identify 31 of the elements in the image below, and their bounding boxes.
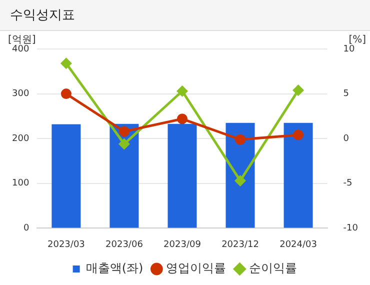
point <box>118 138 130 150</box>
y-tick-label: 0 <box>23 224 30 234</box>
legend-label: 영업이익률 <box>166 261 226 276</box>
point <box>176 86 188 96</box>
y-axis-title: [억원] <box>8 34 36 46</box>
y-tick-label: 200 <box>12 134 30 144</box>
x-tick-label: 2023/09 <box>164 240 202 250</box>
y2-axis-title: [%] <box>348 34 366 46</box>
y2-tick-label: 0 <box>343 134 350 144</box>
y2-tick-label: -10 <box>343 224 358 234</box>
point <box>235 134 246 145</box>
chart-title: 수익성지표 <box>0 0 370 31</box>
point <box>176 114 188 124</box>
point <box>118 126 130 137</box>
legend-label: 매출액(좌) <box>86 261 144 276</box>
point <box>293 130 304 140</box>
point <box>293 84 304 96</box>
point <box>235 175 246 186</box>
y-tick-label: 100 <box>12 178 30 189</box>
x-tick-label: 2023/03 <box>47 240 85 250</box>
y2-tick-label: 5 <box>343 89 350 100</box>
x-tick-label: 2024/03 <box>280 240 317 250</box>
point <box>60 88 72 100</box>
x-tick-label: 2023/06 <box>106 240 144 250</box>
y2-tick-label: -5 <box>343 178 352 189</box>
y-tick-label: 400 <box>12 44 30 54</box>
point <box>60 58 72 69</box>
legend-label: 순이익률 <box>249 261 298 276</box>
y-tick-label: 300 <box>12 89 30 100</box>
y2-tick-label: 10 <box>343 44 356 54</box>
x-tick-label: 2023/12 <box>222 240 259 250</box>
